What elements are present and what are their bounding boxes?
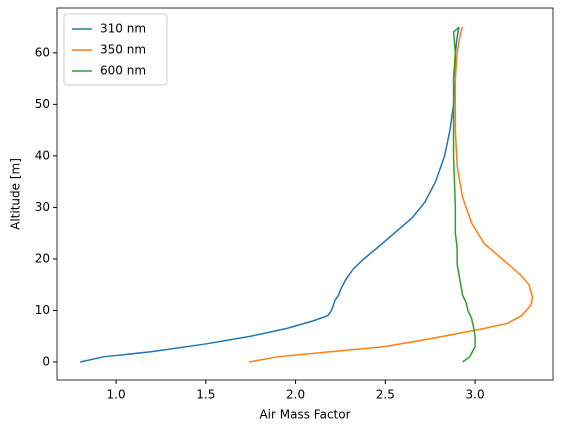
y-tick-label: 30 bbox=[35, 200, 50, 214]
legend-label: 350 nm bbox=[100, 43, 146, 57]
line bbox=[79, 26, 460, 363]
y-tick-label: 50 bbox=[35, 97, 50, 111]
x-tick-label: 1.0 bbox=[107, 388, 126, 402]
legend-label: 600 nm bbox=[100, 64, 146, 78]
legend-label: 310 nm bbox=[100, 22, 146, 36]
line bbox=[248, 26, 534, 363]
plot-frame bbox=[56, 7, 554, 381]
line bbox=[452, 26, 476, 363]
y-tick-label: 20 bbox=[35, 251, 50, 265]
y-tick-label: 10 bbox=[35, 303, 50, 317]
x-tick-label: 2.0 bbox=[286, 388, 305, 402]
y-tick-label: 40 bbox=[35, 148, 50, 162]
x-axis-label: Air Mass Factor bbox=[259, 408, 350, 422]
legend-box bbox=[63, 13, 168, 86]
y-axis-label: Altitude [m] bbox=[9, 158, 23, 230]
y-tick-label: 0 bbox=[42, 354, 50, 368]
x-tick-label: 3.0 bbox=[466, 388, 485, 402]
y-tick-label: 60 bbox=[35, 45, 50, 59]
x-tick-label: 2.5 bbox=[376, 388, 395, 402]
x-tick-label: 1.5 bbox=[196, 388, 215, 402]
